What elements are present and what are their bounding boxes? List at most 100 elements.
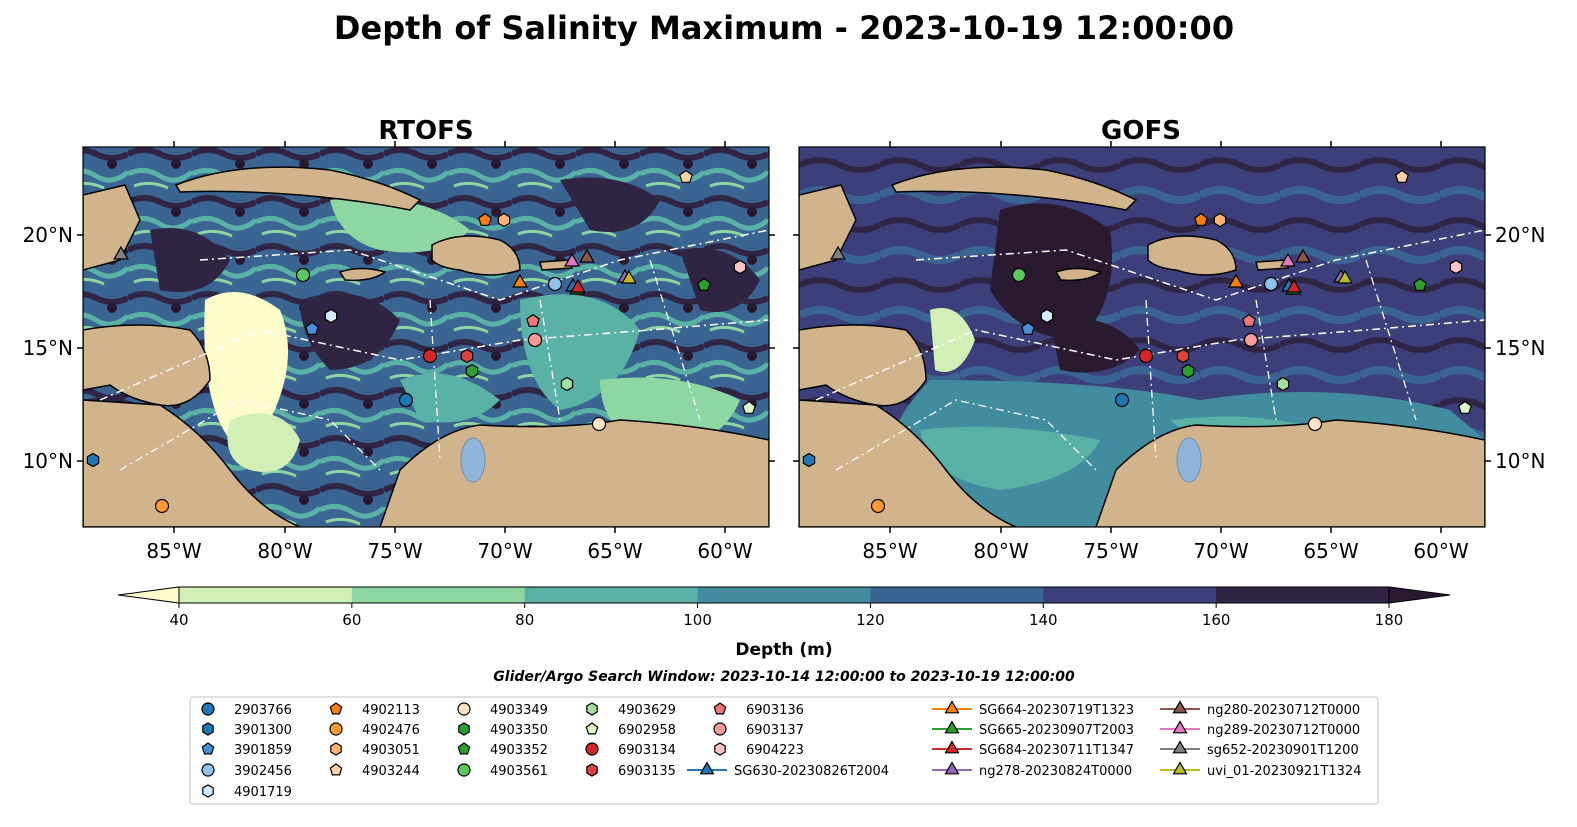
- legend-float-marker: [585, 742, 599, 756]
- legend-float-label: 6903136: [746, 703, 804, 718]
- float-marker: [526, 313, 540, 327]
- glider-marker: [113, 245, 129, 260]
- lon-tick-label: 60°W: [1413, 539, 1468, 563]
- float-marker: [465, 363, 479, 379]
- legend-float-marker: [329, 763, 343, 776]
- glider-marker: [1295, 248, 1311, 263]
- colorbar-segment: [697, 587, 871, 603]
- legend-glider-label: ng289-20230712T0000: [1207, 723, 1360, 738]
- lat-tick-label: 10°N: [1495, 449, 1545, 473]
- glider-marker: [830, 245, 846, 260]
- float-marker: [733, 259, 747, 275]
- float-marker: [591, 416, 607, 432]
- legend-float-label: 4902113: [362, 703, 420, 718]
- colorbar-tick-label: 80: [515, 611, 534, 629]
- float-marker: [1395, 169, 1409, 183]
- legend-glider-marker: [944, 761, 960, 775]
- float-marker: [560, 376, 574, 392]
- legend-float-marker: [457, 702, 471, 716]
- float-marker: [305, 321, 319, 335]
- legend-glider-label: ng278-20230824T0000: [979, 764, 1132, 779]
- legend-glider-marker: [944, 740, 960, 754]
- lon-tick-label: 70°W: [477, 539, 532, 563]
- legend-float-marker: [202, 722, 214, 736]
- legend-float-label: 3901300: [234, 723, 292, 738]
- legend-glider-label: SG630-20230826T2004: [734, 764, 889, 779]
- legend-glider-label: SG684-20230711T1347: [979, 743, 1134, 758]
- float-marker: [154, 498, 170, 514]
- legend-float-marker: [458, 722, 470, 736]
- colorbar-tick-label: 140: [1029, 611, 1058, 629]
- float-marker: [1413, 277, 1427, 291]
- lat-tick-label: 20°N: [1495, 223, 1545, 247]
- legend-float-marker: [586, 702, 598, 716]
- float-marker: [478, 212, 492, 226]
- legend-float-marker: [713, 702, 727, 715]
- float-marker: [398, 392, 414, 408]
- float-marker: [1021, 321, 1035, 335]
- legend-glider-label: sg652-20230901T1200: [1207, 743, 1359, 758]
- legend-float-label: 6903134: [618, 743, 676, 758]
- float-marker: [1114, 392, 1130, 408]
- lon-tick-label: 75°W: [367, 539, 422, 563]
- colorbar-tick-label: 100: [683, 611, 712, 629]
- legend-float-label: 4903244: [362, 764, 420, 779]
- legend-float-label: 4903629: [618, 703, 676, 718]
- float-marker: [1194, 212, 1208, 226]
- legend-float-label: 6904223: [746, 743, 804, 758]
- legend-float-label: 2903766: [234, 703, 292, 718]
- rtofs-axis-ticks: 85°W 80°W 75°W 70°W 65°W 60°W 20°N 15°N 10°N: [23, 141, 775, 563]
- glider-marker: [1286, 278, 1302, 293]
- colorbar-label: Depth (m): [735, 640, 832, 660]
- legend-glider-marker: [944, 700, 960, 714]
- float-marker: [1449, 259, 1463, 275]
- lat-tick-label: 15°N: [1495, 336, 1545, 360]
- legend-float-label: 4903350: [490, 723, 548, 738]
- rtofs-map-title: RTOFS: [378, 116, 473, 146]
- float-marker: [460, 348, 474, 364]
- float-marker: [1040, 308, 1054, 324]
- legend-float-marker: [713, 722, 727, 736]
- legend-float-label: 4902476: [362, 723, 420, 738]
- glider-marker: [564, 252, 580, 267]
- lon-tick-label: 65°W: [1303, 539, 1358, 563]
- legend-float-label: 4903352: [490, 743, 548, 758]
- colorbar-tick-label: 180: [1375, 611, 1404, 629]
- colorbar: 40 60 80 100 120 140 160 180 Depth (m): [117, 586, 1451, 660]
- legend-glider-marker: [1172, 700, 1188, 714]
- legend-glider-marker: [1172, 761, 1188, 775]
- glider-marker: [512, 273, 528, 288]
- colorbar-segment: [179, 587, 353, 603]
- float-marker: [422, 348, 438, 364]
- legend-float-label: 4903349: [490, 703, 548, 718]
- colorbar-tick-label: 120: [856, 611, 885, 629]
- legend-glider-marker: [699, 761, 715, 775]
- gofs-field: [799, 147, 1485, 527]
- legend-float-marker: [457, 742, 471, 755]
- gofs-map-title: GOFS: [1101, 116, 1181, 146]
- lon-tick-label: 85°W: [146, 539, 201, 563]
- colorbar-extend-min: [117, 586, 180, 604]
- legend-glider-marker: [944, 720, 960, 734]
- glider-marker: [1337, 269, 1353, 284]
- legend-float-marker: [201, 742, 215, 755]
- legend-entries: 2903766 3901300 3901859 3902456 4901719 49021…: [201, 700, 1361, 800]
- colorbar-ticks: 40 60 80 100 120 140 160 180: [169, 603, 1403, 629]
- legend-float-label: 6902958: [618, 723, 676, 738]
- glider-marker: [621, 269, 637, 284]
- gofs-observation-markers: [802, 169, 1472, 514]
- legend-glider-marker: [1172, 720, 1188, 734]
- colorbar-extend-max: [1388, 586, 1451, 604]
- legend-frame: [189, 696, 1379, 805]
- legend-float-marker: [714, 742, 726, 756]
- colorbar-segment: [1216, 587, 1390, 603]
- colorbar-tick-label: 60: [342, 611, 361, 629]
- legend-glider-label: SG665-20230907T2003: [979, 723, 1134, 738]
- colorbar-segment: [1043, 587, 1217, 603]
- legend-glider-label: uvi_01-20230921T1324: [1207, 764, 1361, 779]
- colorbar-segment: [524, 587, 699, 603]
- float-marker: [870, 498, 886, 514]
- lat-tick-label: 20°N: [23, 223, 73, 247]
- lon-tick-label: 85°W: [862, 539, 917, 563]
- colorbar-tick-label: 40: [169, 611, 188, 629]
